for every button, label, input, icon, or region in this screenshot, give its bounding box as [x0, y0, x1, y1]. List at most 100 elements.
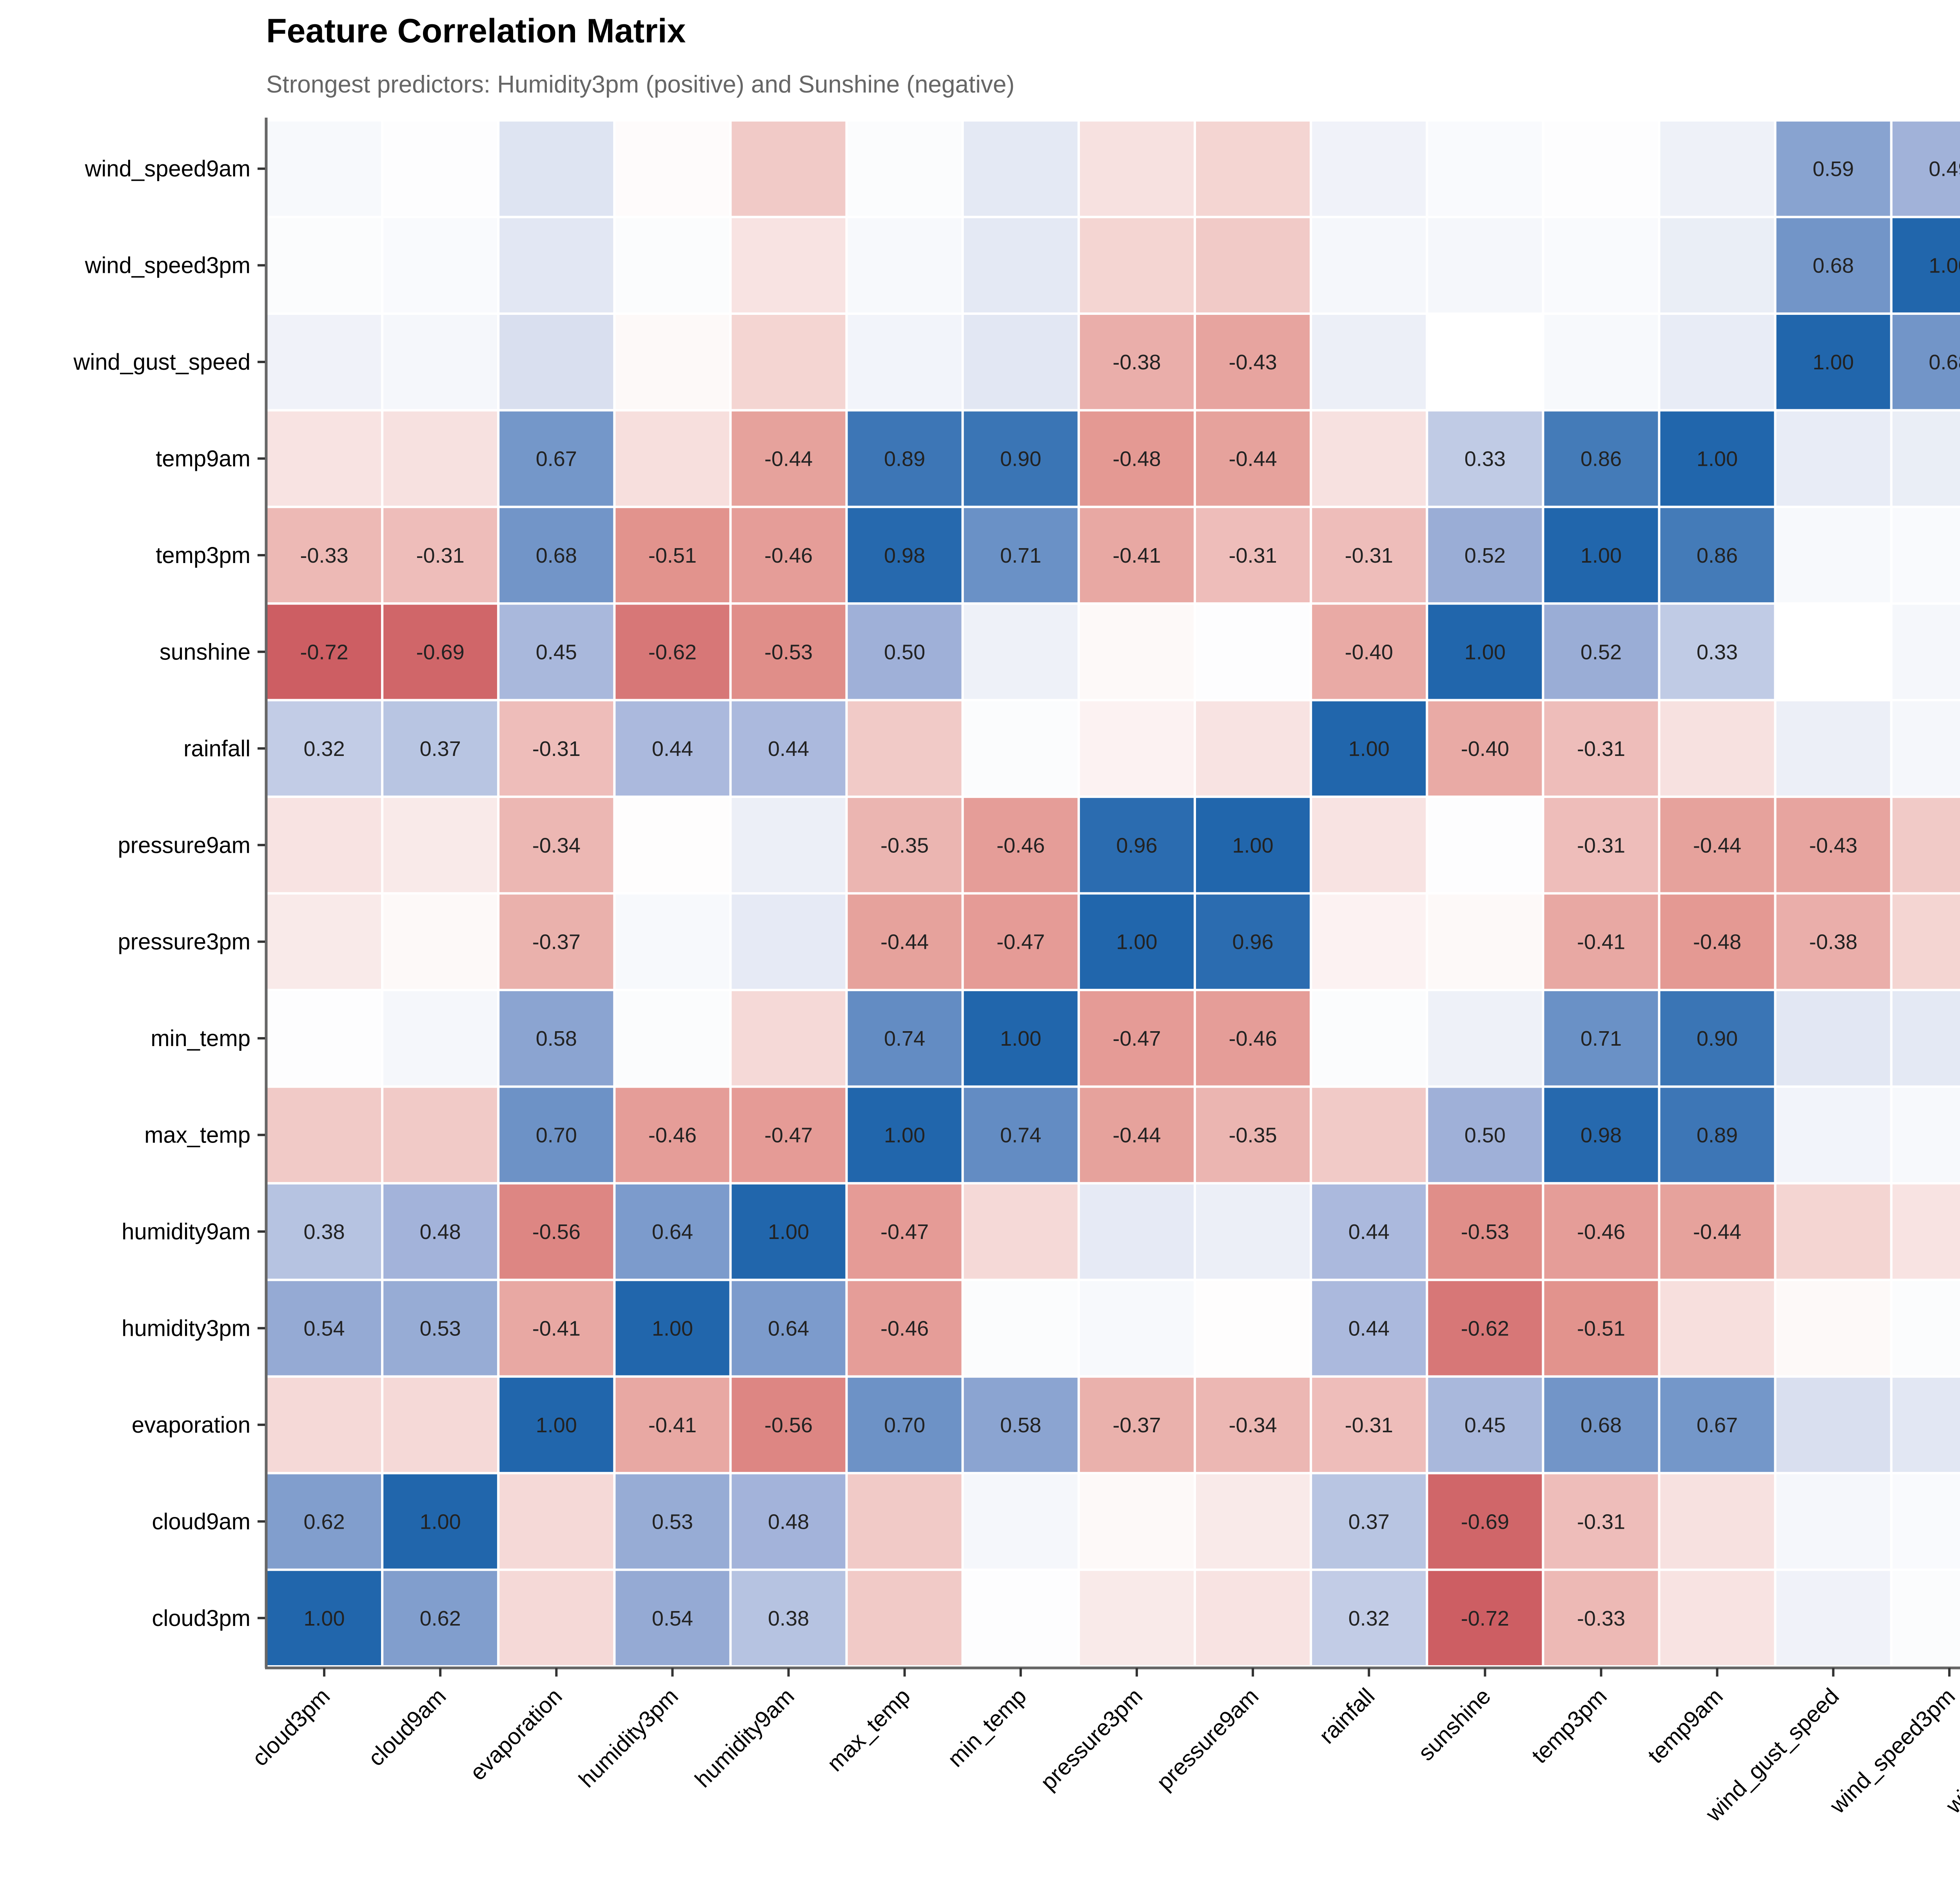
y-axis-ticks: cloud3pm cloud9am evaporation humidity3pm hu… [73, 156, 265, 1631]
cell-value-label: 0.68 [536, 544, 577, 567]
cell-value-label: 0.58 [536, 1027, 577, 1050]
cell-value-label: 0.38 [768, 1607, 809, 1630]
x-tick-label: evaporation [465, 1683, 567, 1785]
heatmap-cell [845, 409, 964, 508]
cell-value-label: 0.54 [304, 1317, 345, 1340]
cell-value-label: -0.72 [1461, 1607, 1509, 1630]
cell-value-label: -0.47 [880, 1220, 929, 1244]
cell-value-label: 0.68 [1813, 254, 1854, 278]
heatmap-cell [1542, 216, 1661, 315]
cell-value-label: 0.32 [304, 737, 345, 761]
heatmap-cell [1310, 1568, 1428, 1668]
cell-value-label: -0.48 [1112, 447, 1161, 471]
heatmap-cell [1426, 1375, 1544, 1475]
heatmap-cell [613, 796, 732, 895]
y-tick-label: cloud3pm [152, 1606, 250, 1631]
heatmap-cell [1542, 1472, 1661, 1571]
cell-value-label: -0.44 [1229, 447, 1277, 471]
heatmap-cell [1890, 988, 1960, 1088]
cell-value-label: 1.00 [1697, 447, 1738, 471]
heatmap-cell [381, 312, 500, 412]
y-tick-label: cloud9am [152, 1509, 250, 1534]
heatmap-cell [729, 1568, 848, 1668]
cell-value-label: -0.72 [300, 640, 348, 664]
y-tick-label: temp3pm [156, 543, 250, 568]
y-tick-label: sunshine [160, 639, 250, 665]
cell-value-label: -0.31 [1345, 544, 1393, 567]
heatmap-cell [1310, 119, 1428, 218]
heatmap-cell [381, 892, 500, 991]
heatmap-cell [961, 119, 1080, 218]
cell-value-label: 0.58 [1000, 1413, 1041, 1437]
cell-value-label: 1.00 [1581, 544, 1622, 567]
heatmap-cell [1774, 505, 1893, 605]
heatmap-cell [1077, 1182, 1196, 1281]
heatmap-cell [1542, 119, 1661, 218]
cell-value-label: -0.34 [1229, 1413, 1277, 1437]
heatmap-cell [497, 892, 616, 991]
cell-value-label: 0.38 [304, 1220, 345, 1244]
cell-value-label: -0.40 [1345, 640, 1393, 664]
heatmap-cell [381, 699, 500, 798]
heatmap-cell [265, 119, 384, 218]
x-tick-label: max_temp [822, 1683, 915, 1776]
heatmap-cell [1890, 602, 1960, 701]
heatmap-cell [1774, 699, 1893, 798]
heatmap-cell [729, 1085, 848, 1184]
cell-value-label: 1.00 [304, 1607, 345, 1630]
heatmap-cell [497, 1279, 616, 1378]
cell-value-label: -0.31 [1229, 544, 1277, 567]
y-tick-label: evaporation [132, 1412, 250, 1438]
heatmap-cell [1310, 1472, 1428, 1571]
cell-value-label: 0.53 [652, 1510, 693, 1533]
heatmap-cell [1774, 1085, 1893, 1184]
heatmap-cell [613, 988, 732, 1088]
heatmap-cell [1426, 988, 1544, 1088]
cell-value-label: 0.86 [1581, 447, 1622, 471]
heatmap-cells [265, 119, 1960, 1668]
chart-title: Feature Correlation Matrix [266, 12, 686, 50]
heatmap-cell [265, 892, 384, 991]
heatmap-cell [381, 119, 500, 218]
cell-value-label: 1.00 [1116, 930, 1157, 954]
y-tick-label: pressure9am [118, 832, 250, 858]
cell-value-label: 0.44 [1348, 1317, 1390, 1340]
cell-value-label: 0.86 [1697, 544, 1738, 567]
heatmap-cell [1310, 988, 1428, 1088]
cell-value-label: -0.31 [1577, 834, 1625, 857]
heatmap-cell [1310, 796, 1428, 895]
heatmap-cell [1426, 216, 1544, 315]
heatmap-cell [1658, 1375, 1777, 1475]
heatmap-cell [381, 988, 500, 1088]
cell-value-label: -0.37 [1112, 1413, 1161, 1437]
cell-value-label: -0.33 [1577, 1607, 1625, 1630]
heatmap-cell [613, 1085, 732, 1184]
heatmap-cell [265, 602, 384, 701]
heatmap-cell [1077, 699, 1196, 798]
heatmap-cell [1890, 505, 1960, 605]
heatmap-cell [1774, 312, 1893, 412]
heatmap-cell [1890, 1375, 1960, 1475]
heatmap-cell [1658, 505, 1777, 605]
cell-value-label: 1.00 [1465, 640, 1506, 664]
cell-value-label: -0.37 [532, 930, 581, 954]
cell-value-label: -0.31 [1345, 1413, 1393, 1437]
cell-value-label: -0.40 [1461, 737, 1509, 761]
cell-value-label: 1.00 [1348, 737, 1390, 761]
heatmap-cell [265, 1375, 384, 1475]
heatmap-cell [1658, 988, 1777, 1088]
heatmap-cell [1774, 1279, 1893, 1378]
heatmap-cell [1774, 602, 1893, 701]
heatmap-cell [1774, 409, 1893, 508]
cell-value-label: 1.00 [1232, 834, 1274, 857]
heatmap-cell [265, 796, 384, 895]
cell-value-label: -0.38 [1809, 930, 1857, 954]
heatmap-cell [613, 409, 732, 508]
cell-value-label: 0.67 [1697, 1413, 1738, 1437]
heatmap-cell [497, 1472, 616, 1571]
cell-value-label: 0.52 [1581, 640, 1622, 664]
heatmap-cell [1542, 602, 1661, 701]
heatmap-cell [845, 312, 964, 412]
cell-value-label: 0.74 [1000, 1124, 1041, 1147]
heatmap-cell [1542, 505, 1661, 605]
